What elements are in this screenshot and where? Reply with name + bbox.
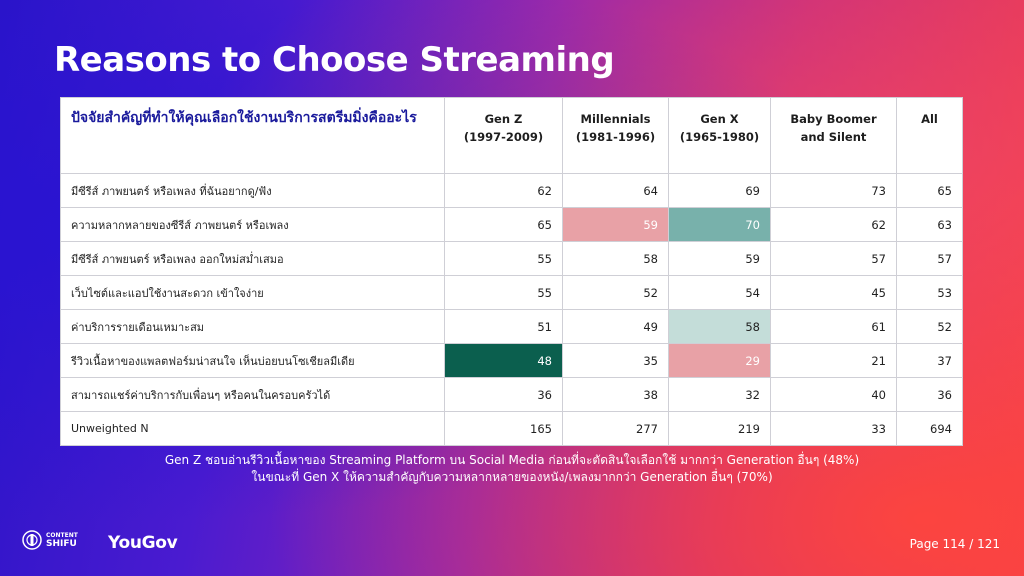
row-label: รีวิวเนื้อหาของแพลตฟอร์มน่าสนใจ เห็นบ่อย… [60, 343, 445, 378]
table-row: ความหลากหลายของซีรีส์ ภาพยนตร์ หรือเพลง 6… [60, 207, 963, 242]
table-cell: 62 [770, 207, 897, 242]
table-cell: 64 [562, 173, 669, 208]
summary-notes: Gen Z ชอบอ่านรีวิวเนื้อหาของ Streaming P… [0, 452, 1024, 486]
content-shifu-logo: CONTENT SHIFU [22, 530, 78, 550]
row-label: สามารถแชร์ค่าบริการกับเพื่อนๆ หรือคนในคร… [60, 377, 445, 412]
table-cell: 65 [444, 207, 563, 242]
table-row: Unweighted N 165 277 219 33 694 [60, 411, 963, 446]
table-cell: 32 [668, 377, 771, 412]
column-header: Baby Boomer and Silent [770, 97, 897, 174]
yougov-logo: YouGov [108, 533, 178, 553]
question-header: ปัจจัยสำคัญที่ทำให้คุณเลือกใช้งานบริการส… [60, 97, 445, 174]
table-cell: 58 [562, 241, 669, 276]
table-cell: 70 [668, 207, 771, 242]
table-cell: 36 [896, 377, 963, 412]
table-cell: 62 [444, 173, 563, 208]
data-table: ปัจจัยสำคัญที่ทำให้คุณเลือกใช้งานบริการส… [60, 97, 963, 446]
table-cell: 53 [896, 275, 963, 310]
table-row: มีซีรีส์ ภาพยนตร์ หรือเพลง ที่ฉันอยากดู/… [60, 173, 963, 208]
table-cell: 37 [896, 343, 963, 378]
table-cell: 61 [770, 309, 897, 344]
table-cell: 165 [444, 411, 563, 446]
table-cell: 33 [770, 411, 897, 446]
table-row: มีซีรีส์ ภาพยนตร์ หรือเพลง ออกใหม่สม่ำเส… [60, 241, 963, 276]
row-label: Unweighted N [60, 411, 445, 446]
table-row: รีวิวเนื้อหาของแพลตฟอร์มน่าสนใจ เห็นบ่อย… [60, 343, 963, 378]
table-cell: 40 [770, 377, 897, 412]
row-label: ค่าบริการรายเดือนเหมาะสม [60, 309, 445, 344]
column-header: All [896, 97, 963, 174]
page-title: Reasons to Choose Streaming [54, 40, 615, 80]
table-cell: 59 [562, 207, 669, 242]
table-cell: 52 [562, 275, 669, 310]
row-label: ความหลากหลายของซีรีส์ ภาพยนตร์ หรือเพลง [60, 207, 445, 242]
table-cell: 57 [770, 241, 897, 276]
table-cell: 69 [668, 173, 771, 208]
table-cell: 55 [444, 275, 563, 310]
table-cell: 277 [562, 411, 669, 446]
page-number: Page 114 / 121 [909, 537, 1000, 551]
table-cell: 36 [444, 377, 563, 412]
note-line: ในขณะที่ Gen X ให้ความสำคัญกับความหลากหล… [251, 470, 773, 484]
table-cell: 51 [444, 309, 563, 344]
table-cell: 21 [770, 343, 897, 378]
row-label: มีซีรีส์ ภาพยนตร์ หรือเพลง ออกใหม่สม่ำเส… [60, 241, 445, 276]
row-label: เว็บไซต์และแอปใช้งานสะดวก เข้าใจง่าย [60, 275, 445, 310]
table-cell: 73 [770, 173, 897, 208]
table-header-row: ปัจจัยสำคัญที่ทำให้คุณเลือกใช้งานบริการส… [60, 97, 963, 174]
table-cell: 65 [896, 173, 963, 208]
table-cell: 58 [668, 309, 771, 344]
shifu-logo-line2: SHIFU [46, 539, 77, 549]
column-header: Millennials (1981-1996) [562, 97, 669, 174]
table-cell: 38 [562, 377, 669, 412]
table-row: เว็บไซต์และแอปใช้งานสะดวก เข้าใจง่าย 55 52… [60, 275, 963, 310]
table-cell: 57 [896, 241, 963, 276]
table-cell: 45 [770, 275, 897, 310]
note-line: Gen Z ชอบอ่านรีวิวเนื้อหาของ Streaming P… [164, 453, 860, 467]
row-label: มีซีรีส์ ภาพยนตร์ หรือเพลง ที่ฉันอยากดู/… [60, 173, 445, 208]
data-table-container: ปัจจัยสำคัญที่ทำให้คุณเลือกใช้งานบริการส… [60, 97, 963, 446]
table-cell: 54 [668, 275, 771, 310]
table-cell: 63 [896, 207, 963, 242]
table-cell: 29 [668, 343, 771, 378]
table-cell: 219 [668, 411, 771, 446]
table-cell: 694 [896, 411, 963, 446]
table-row: สามารถแชร์ค่าบริการกับเพื่อนๆ หรือคนในคร… [60, 377, 963, 412]
table-cell: 59 [668, 241, 771, 276]
shifu-logo-line1: CONTENT [46, 532, 78, 539]
table-cell: 35 [562, 343, 669, 378]
table-row: ค่าบริการรายเดือนเหมาะสม 51 49 58 61 52 [60, 309, 963, 344]
table-cell: 55 [444, 241, 563, 276]
table-cell: 52 [896, 309, 963, 344]
table-cell: 49 [562, 309, 669, 344]
column-header: Gen Z (1997-2009) [444, 97, 563, 174]
shifu-emblem-icon [22, 530, 42, 550]
column-header: Gen X (1965-1980) [668, 97, 771, 174]
table-cell: 48 [444, 343, 563, 378]
